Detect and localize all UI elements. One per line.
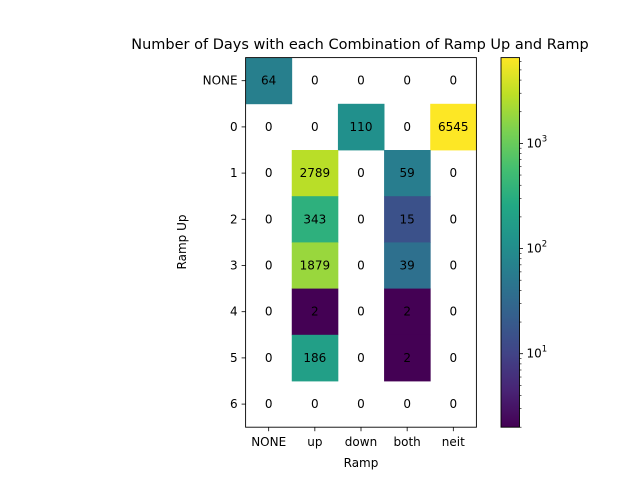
cell-value-label: 0 bbox=[265, 120, 273, 134]
heatmap-cell bbox=[291, 242, 339, 289]
cell-value-label: 0 bbox=[265, 259, 273, 273]
y-tick-label: 4 bbox=[230, 305, 238, 319]
cell-value-label: 0 bbox=[265, 351, 273, 365]
cell-value-label: 2 bbox=[403, 305, 411, 319]
cell-value-label: 0 bbox=[449, 74, 457, 88]
y-tick-label: 2 bbox=[230, 212, 238, 226]
cell-value-label: 0 bbox=[449, 397, 457, 411]
colorbar-tick-label: 101 bbox=[527, 345, 548, 361]
chart-title: Number of Days with each Combination of … bbox=[131, 37, 588, 53]
cell-value-label: 0 bbox=[403, 74, 411, 88]
heatmap-cell bbox=[430, 103, 477, 151]
heatmap-cell bbox=[384, 334, 431, 382]
cell-value-label: 0 bbox=[311, 120, 319, 134]
cell-value-label: 0 bbox=[357, 259, 365, 273]
cell-value-label: 110 bbox=[350, 120, 373, 134]
cell-value-label: 0 bbox=[265, 212, 273, 226]
cell-value-label: 0 bbox=[449, 351, 457, 365]
heatmap-cell bbox=[291, 288, 339, 336]
cell-value-label: 39 bbox=[400, 259, 415, 273]
y-tick-label: NONE bbox=[203, 74, 238, 88]
cell-value-label: 2 bbox=[403, 351, 411, 365]
colorbar bbox=[500, 57, 520, 428]
heatmap-cell bbox=[384, 150, 431, 197]
cell-value-label: 0 bbox=[311, 74, 319, 88]
cell-value-label: 0 bbox=[265, 305, 273, 319]
cell-value-label: 0 bbox=[403, 120, 411, 134]
cell-value-label: 59 bbox=[400, 166, 415, 180]
cell-value-label: 0 bbox=[357, 166, 365, 180]
x-tick-label: both bbox=[394, 435, 421, 449]
cell-value-label: 6545 bbox=[438, 120, 469, 134]
cell-value-label: 0 bbox=[357, 74, 365, 88]
colorbar-tick-label: 103 bbox=[527, 134, 548, 150]
cell-value-label: 0 bbox=[403, 397, 411, 411]
cell-value-label: 0 bbox=[449, 166, 457, 180]
heatmap-cell bbox=[384, 196, 431, 243]
cell-value-label: 0 bbox=[311, 397, 319, 411]
cell-value-label: 0 bbox=[449, 212, 457, 226]
y-tick-label: 0 bbox=[230, 120, 238, 134]
x-tick-label: neit bbox=[442, 435, 465, 449]
x-tick-label: NONE bbox=[251, 435, 286, 449]
cell-value-label: 0 bbox=[357, 397, 365, 411]
colorbar-tick-label: 102 bbox=[527, 240, 548, 256]
cell-value-label: 2789 bbox=[300, 166, 331, 180]
y-tick-label: 5 bbox=[230, 351, 238, 365]
y-tick-label: 1 bbox=[230, 166, 238, 180]
cell-value-label: 0 bbox=[265, 397, 273, 411]
heatmap-cell bbox=[337, 103, 385, 151]
cell-value-label: 0 bbox=[357, 351, 365, 365]
cell-value-label: 2 bbox=[311, 305, 319, 319]
cell-value-label: 343 bbox=[303, 212, 326, 226]
cell-value-label: 0 bbox=[357, 212, 365, 226]
y-axis-label: Ramp Up bbox=[175, 215, 189, 270]
cell-value-label: 186 bbox=[303, 351, 326, 365]
cell-value-label: 64 bbox=[261, 74, 276, 88]
x-axis-label: Ramp bbox=[344, 456, 379, 470]
x-tick-label: down bbox=[345, 435, 377, 449]
y-tick-label: 6 bbox=[230, 397, 238, 411]
heatmap-cell bbox=[384, 288, 431, 336]
heatmap-cell bbox=[291, 196, 339, 243]
cell-value-label: 1879 bbox=[300, 259, 331, 273]
x-tick-label: up bbox=[307, 435, 322, 449]
cell-value-label: 0 bbox=[265, 166, 273, 180]
heatmap-cell bbox=[291, 334, 339, 382]
cell-value-label: 0 bbox=[449, 259, 457, 273]
heatmap-cell bbox=[384, 242, 431, 289]
cell-value-label: 15 bbox=[400, 212, 415, 226]
cell-value-label: 0 bbox=[449, 305, 457, 319]
heatmap-cell bbox=[291, 150, 339, 197]
y-tick-label: 3 bbox=[230, 259, 238, 273]
cell-value-label: 0 bbox=[357, 305, 365, 319]
heatmap-cell bbox=[245, 57, 293, 105]
